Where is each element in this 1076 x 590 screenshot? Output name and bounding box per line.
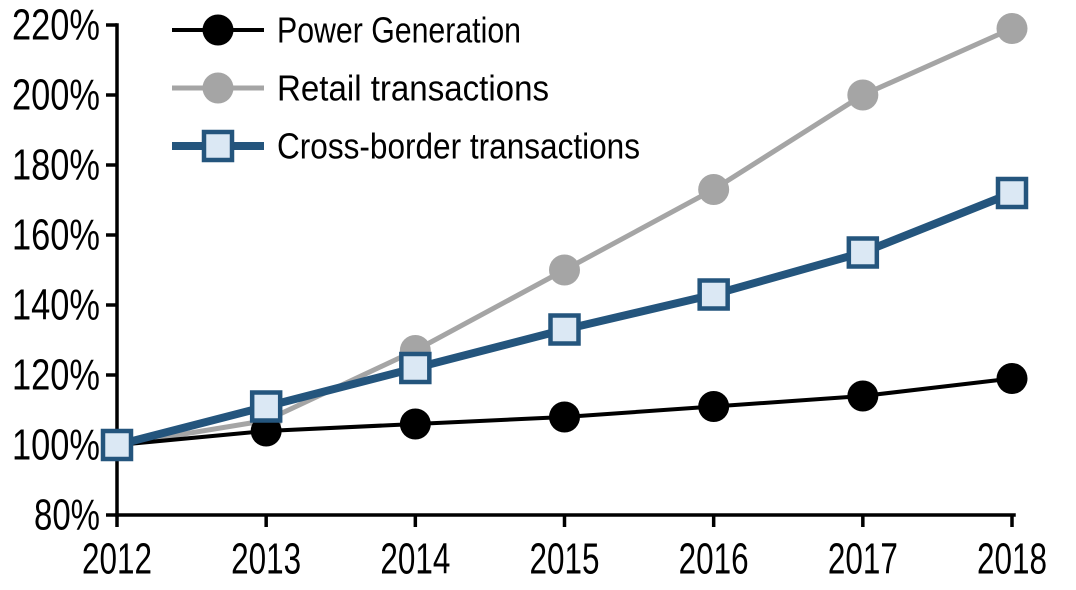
legend-label-retail-transactions: Retail transactions [277, 68, 549, 109]
x-tick-label: 2016 [679, 535, 749, 584]
series-marker-retail-transactions [847, 79, 879, 111]
x-tick-label: 2018 [977, 535, 1047, 584]
legend-label-power-generation: Power Generation [277, 10, 521, 51]
series-marker-cross-border-transactions [995, 176, 1029, 210]
legend-marker-retail-transactions [202, 72, 234, 104]
series-marker-power-generation [847, 380, 879, 412]
x-tick-label: 2015 [530, 535, 600, 584]
y-tick-label: 200% [12, 71, 100, 120]
x-tick-label: 2013 [231, 535, 301, 584]
series-marker-power-generation [996, 363, 1028, 394]
y-tick-label: 100% [12, 421, 100, 470]
series-marker-cross-border-transactions [249, 390, 283, 423]
y-tick-label: 220% [12, 1, 100, 50]
series-marker-cross-border-transactions [846, 236, 880, 269]
series-marker-cross-border-transactions [399, 351, 432, 385]
series-marker-cross-border-transactions [548, 313, 581, 346]
legend-marker-power-generation [202, 14, 234, 46]
series-marker-power-generation [250, 415, 282, 447]
x-tick-label: 2014 [380, 535, 450, 584]
series-marker-retail-transactions [698, 174, 730, 205]
series-marker-cross-border-transactions [100, 428, 134, 462]
series-marker-power-generation [549, 401, 580, 433]
y-tick-label: 80% [34, 491, 100, 540]
legend-marker-cross-border-transactions [201, 129, 235, 163]
series-marker-retail-transactions [549, 254, 580, 286]
legend-label-cross-border-transactions: Cross-border transactions [277, 126, 640, 167]
series-marker-power-generation [399, 408, 431, 440]
series-marker-power-generation [698, 391, 730, 422]
x-tick-label: 2012 [82, 535, 152, 584]
x-tick-label: 2017 [828, 535, 898, 584]
y-tick-label: 120% [12, 351, 100, 400]
y-tick-label: 180% [12, 141, 100, 190]
y-tick-label: 140% [12, 281, 100, 330]
series-marker-cross-border-transactions [697, 278, 730, 311]
series-marker-retail-transactions [996, 13, 1028, 44]
y-tick-label: 160% [12, 211, 100, 260]
